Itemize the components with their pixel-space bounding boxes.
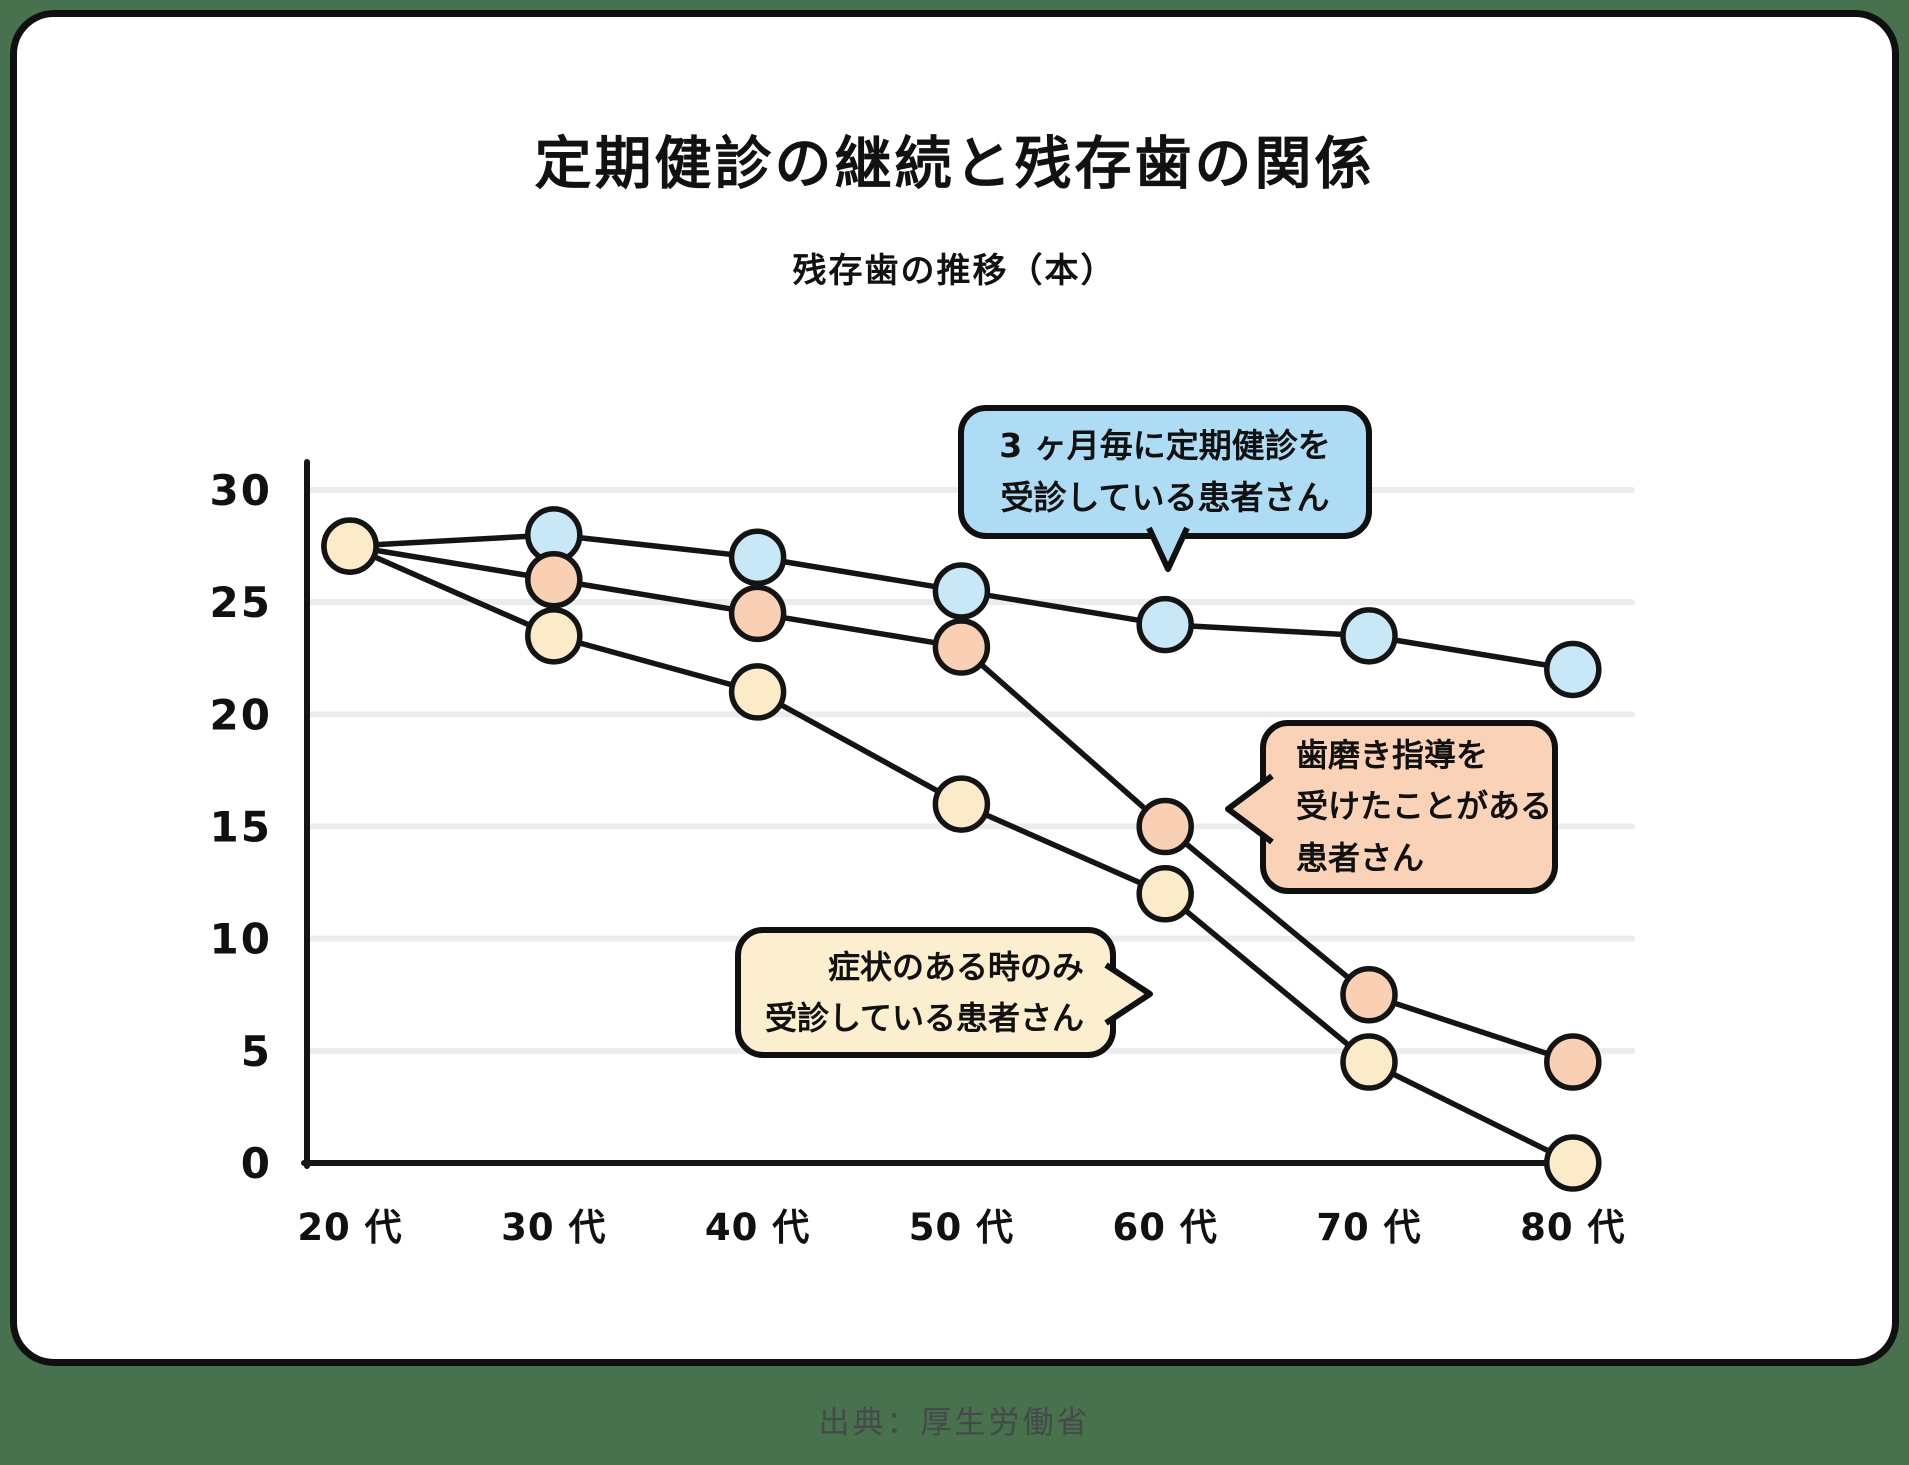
data-point-s1-x4	[1136, 797, 1194, 856]
callout-line: 受診している患者さん	[1000, 478, 1330, 517]
callout-line: 患者さん	[1296, 838, 1425, 877]
data-point-s2-x2	[728, 663, 787, 721]
callout-tail-right	[1104, 962, 1153, 1026]
data-point-s1-x6	[1544, 1033, 1602, 1091]
y-tick-label: 0	[241, 1139, 272, 1188]
data-point-s1-x1	[525, 550, 583, 609]
x-tick-label: 40 代	[705, 1206, 810, 1249]
x-tick-label: 30 代	[501, 1206, 606, 1249]
x-tick-label: 80 代	[1520, 1206, 1625, 1249]
data-point-s2-x3	[932, 775, 991, 833]
data-point-s2-x1	[525, 607, 583, 665]
x-tick-label: 20 代	[297, 1206, 402, 1249]
callout-line: 症状のある時のみ	[827, 947, 1084, 986]
page-subtitle: 残存歯の推移（本）	[792, 251, 1117, 291]
data-point-s2-x6	[1544, 1134, 1602, 1192]
data-point-s0-x5	[1340, 607, 1398, 665]
y-tick-label: 20	[210, 690, 272, 739]
data-point-s1-x3	[932, 618, 991, 676]
data-point-s0-x4	[1136, 595, 1194, 654]
callout-line: 歯磨き指導を	[1296, 736, 1489, 775]
callout-line: 受けたことがある	[1296, 787, 1553, 826]
callout-symptom-only: 症状のある時のみ 受診している患者さん	[735, 927, 1153, 1058]
data-point-s2-x5	[1340, 1033, 1398, 1091]
callout-line: 受診している患者さん	[764, 998, 1084, 1037]
data-point-s1-x2	[728, 584, 787, 643]
y-tick-label: 30	[210, 466, 272, 515]
callout-regular-checkup: 3 ヶ月毎に定期健診を 受診している患者さん	[958, 405, 1372, 572]
x-tick-label: 70 代	[1316, 1206, 1421, 1249]
data-point-s1-x5	[1340, 966, 1398, 1024]
data-point-s0-x3	[932, 562, 991, 620]
data-point-s2-x4	[1136, 865, 1194, 923]
y-tick-label: 25	[210, 578, 272, 627]
data-point-s2-x0	[321, 517, 379, 575]
x-tick-label: 50 代	[909, 1206, 1014, 1249]
source-note: 出典：厚生労働省	[818, 1405, 1091, 1441]
callout-tail-left	[1225, 773, 1274, 845]
y-tick-label: 10	[210, 915, 272, 964]
callout-line: 3 ヶ月毎に定期健診を	[999, 425, 1331, 465]
page-title: 定期健診の継続と残存歯の関係	[534, 131, 1375, 197]
data-point-s0-x6	[1544, 640, 1602, 699]
y-tick-label: 15	[210, 803, 272, 852]
data-point-s0-x2	[728, 528, 787, 587]
callout-brushing-guidance: 歯磨き指導を 受けたことがある 患者さん	[1225, 720, 1558, 894]
callout-tail-down	[1146, 526, 1190, 572]
x-tick-label: 60 代	[1113, 1206, 1218, 1249]
y-tick-label: 5	[241, 1027, 272, 1076]
